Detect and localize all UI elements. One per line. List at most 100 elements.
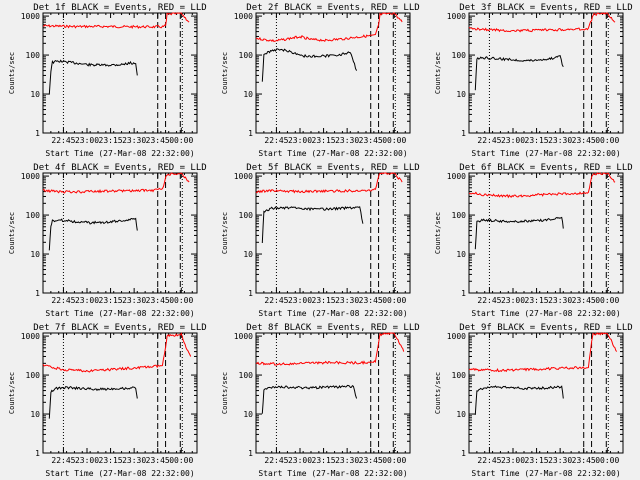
- detector-panel: Det 2f BLACK = Events, RED = LLD Counts/s…: [221, 3, 420, 158]
- x-tick-label: 22:45: [477, 136, 501, 145]
- y-axis-label: Counts/sec: [434, 212, 442, 254]
- y-tick-label: 1000: [447, 172, 466, 181]
- y-tick-label: 10: [456, 90, 466, 99]
- detector-panel: Det 1f BLACK = Events, RED = LLD Counts/s…: [8, 3, 207, 158]
- x-tick-label: 23:00: [75, 296, 99, 305]
- y-tick-label: 10: [30, 90, 40, 99]
- y-tick-label: 100: [452, 211, 467, 220]
- panel-title: Det 8f BLACK = Events, RED = LLD: [246, 323, 419, 333]
- panel-title: Det 5f BLACK = Events, RED = LLD: [246, 163, 419, 173]
- y-tick-label: 10: [243, 410, 253, 419]
- y-tick-label: 100: [452, 371, 467, 380]
- x-tick-label: 23:30: [335, 136, 359, 145]
- x-tick-label: 00:00: [382, 136, 406, 145]
- x-tick-label: 23:15: [99, 296, 123, 305]
- events-series-line: [474, 54, 564, 91]
- panel-title: Det 3f BLACK = Events, RED = LLD: [459, 3, 632, 13]
- x-tick-label: 23:45: [572, 456, 596, 465]
- x-tick-label: 23:45: [146, 456, 170, 465]
- y-tick-label: 1000: [447, 12, 466, 21]
- detector-panel: Det 8f BLACK = Events, RED = LLD Counts/s…: [221, 323, 420, 478]
- events-series-line: [48, 217, 138, 251]
- detector-panel: Det 6f BLACK = Events, RED = LLD Counts/s…: [434, 163, 633, 318]
- y-tick-label: 1: [248, 289, 253, 298]
- events-series-line: [48, 385, 138, 419]
- x-tick-label: 23:00: [501, 456, 525, 465]
- detector-panel: Det 9f BLACK = Events, RED = LLD Counts/s…: [434, 323, 633, 478]
- lld-series-line: [468, 332, 618, 373]
- x-axis-label: Start Time (27-Mar-08 22:32:00): [258, 149, 407, 158]
- y-tick-label: 100: [239, 371, 254, 380]
- x-tick-label: 23:30: [548, 456, 572, 465]
- x-tick-label: 22:45: [51, 456, 75, 465]
- events-series-line: [474, 216, 564, 250]
- y-tick-label: 1: [35, 449, 40, 458]
- lld-series-line: [469, 172, 616, 199]
- x-tick-label: 23:45: [572, 136, 596, 145]
- y-axis-label: Counts/sec: [221, 52, 229, 94]
- detector-panel: Det 3f BLACK = Events, RED = LLD Counts/s…: [434, 3, 633, 158]
- y-axis-label: Counts/sec: [8, 212, 16, 254]
- x-axis-label: Start Time (27-Mar-08 22:32:00): [45, 469, 194, 478]
- x-tick-label: 23:00: [288, 296, 312, 305]
- y-axis-label: Counts/sec: [8, 52, 16, 94]
- x-tick-label: 23:45: [359, 456, 383, 465]
- lld-series-line: [255, 332, 405, 366]
- y-axis-label: Counts/sec: [8, 372, 16, 414]
- x-axis-label: Start Time (27-Mar-08 22:32:00): [258, 309, 407, 318]
- events-series-line: [48, 59, 138, 95]
- x-tick-label: 23:45: [146, 296, 170, 305]
- x-axis-label: Start Time (27-Mar-08 22:32:00): [45, 309, 194, 318]
- y-axis-label: Counts/sec: [221, 212, 229, 254]
- plot-frame: [255, 172, 411, 294]
- plot-frame: [468, 12, 624, 134]
- plot-frame: [468, 332, 624, 454]
- y-tick-label: 10: [30, 410, 40, 419]
- x-axis-label: Start Time (27-Mar-08 22:32:00): [471, 469, 620, 478]
- x-tick-label: 00:00: [595, 136, 619, 145]
- x-tick-label: 00:00: [382, 296, 406, 305]
- panel-title: Det 1f BLACK = Events, RED = LLD: [33, 3, 206, 13]
- y-tick-label: 10: [456, 410, 466, 419]
- y-tick-label: 100: [239, 51, 254, 60]
- events-series-line: [261, 48, 358, 82]
- y-tick-label: 1000: [447, 332, 466, 341]
- x-tick-label: 23:30: [122, 136, 146, 145]
- y-tick-label: 10: [456, 250, 466, 259]
- x-tick-label: 23:15: [312, 136, 336, 145]
- lld-series-line: [468, 12, 616, 33]
- y-tick-label: 1: [461, 129, 466, 138]
- y-tick-label: 100: [26, 371, 41, 380]
- x-tick-label: 22:45: [51, 296, 75, 305]
- y-axis-label: Counts/sec: [221, 372, 229, 414]
- plot-frame: [42, 172, 198, 294]
- y-tick-label: 1000: [234, 12, 253, 21]
- lld-series-line: [42, 12, 190, 29]
- y-tick-label: 1: [248, 449, 253, 458]
- y-tick-label: 1000: [234, 172, 253, 181]
- panel-title: Det 4f BLACK = Events, RED = LLD: [33, 163, 206, 173]
- y-tick-label: 1000: [21, 172, 40, 181]
- y-tick-label: 1000: [21, 332, 40, 341]
- x-tick-label: 22:45: [51, 136, 75, 145]
- x-tick-label: 00:00: [595, 456, 619, 465]
- x-tick-label: 22:45: [477, 456, 501, 465]
- y-tick-label: 1: [461, 289, 466, 298]
- y-tick-label: 100: [452, 51, 467, 60]
- x-tick-label: 00:00: [169, 456, 193, 465]
- panel-title: Det 6f BLACK = Events, RED = LLD: [459, 163, 632, 173]
- x-tick-label: 23:30: [335, 296, 359, 305]
- y-tick-label: 1: [461, 449, 466, 458]
- plot-frame: [42, 332, 198, 454]
- x-tick-label: 23:00: [288, 456, 312, 465]
- y-axis-label: Counts/sec: [434, 52, 442, 94]
- x-tick-label: 22:45: [264, 296, 288, 305]
- x-tick-label: 23:15: [525, 136, 549, 145]
- lld-series-line: [255, 172, 403, 194]
- x-tick-label: 23:15: [99, 136, 123, 145]
- y-tick-label: 1: [248, 129, 253, 138]
- y-axis-label: Counts/sec: [434, 372, 442, 414]
- plot-frame: [255, 332, 411, 454]
- y-tick-label: 10: [30, 250, 40, 259]
- x-tick-label: 23:15: [525, 296, 549, 305]
